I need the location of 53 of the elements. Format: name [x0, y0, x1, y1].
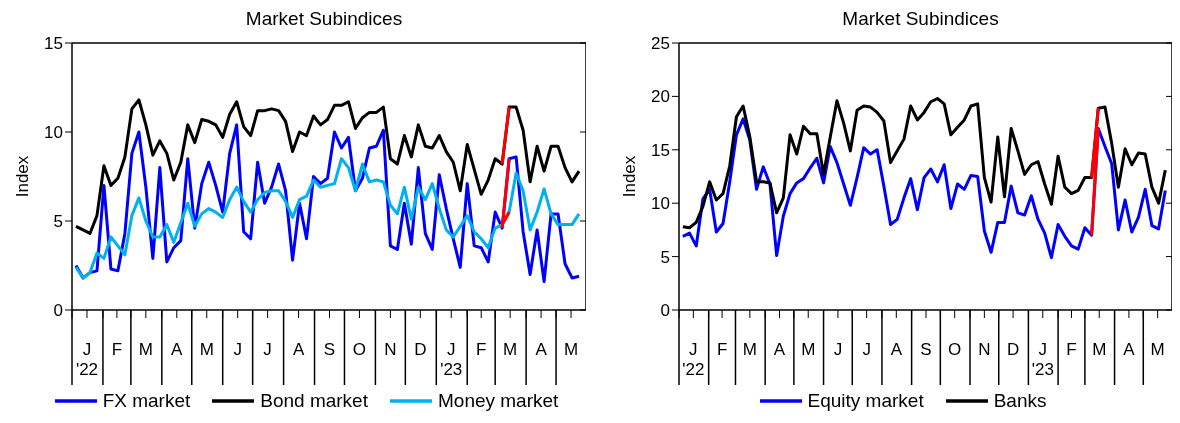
x-tick-label: J: [233, 340, 242, 359]
x-tick-label: N: [384, 340, 397, 359]
y-axis-title: Index: [620, 155, 640, 198]
x-tick-label: J '22: [682, 340, 705, 379]
x-tick-label: S: [920, 340, 932, 359]
x-tick-label: N: [978, 340, 991, 359]
x-tick-label: M: [563, 340, 579, 359]
y-tick-label: 10: [44, 123, 63, 143]
y-tick-label: 5: [53, 212, 63, 232]
y-tick-label: 10: [651, 194, 670, 214]
x-tick-label: A: [773, 340, 786, 359]
legend-label: Money market: [437, 390, 559, 412]
x-tick-label: M: [1150, 340, 1165, 359]
x-tick-label: A: [171, 340, 184, 359]
y-tick-label: 25: [651, 34, 670, 54]
chart-title: Market Subindices: [841, 8, 1000, 31]
x-tick-label: M: [503, 340, 518, 359]
x-tick-label: M: [199, 340, 214, 359]
x-tick-label: J '22: [75, 340, 99, 379]
x-tick-label: M: [1092, 340, 1107, 359]
x-tick-label: M: [801, 340, 816, 359]
x-tick-label: A: [890, 340, 903, 359]
x-tick-label: F: [111, 340, 123, 359]
x-tick-label: S: [323, 340, 336, 359]
x-tick-label: D: [1006, 340, 1020, 359]
y-tick-label: 5: [660, 247, 670, 267]
x-tick-label: M: [742, 340, 757, 359]
x-tick-label: F: [716, 340, 728, 359]
x-tick-label: A: [535, 340, 548, 359]
x-tick-label: J: [263, 340, 272, 359]
x-tick-label: J '23: [1031, 340, 1054, 379]
y-tick-label: 20: [651, 87, 670, 107]
x-tick-label: J: [862, 340, 871, 359]
x-tick-label: F: [1066, 340, 1077, 359]
y-tick-label: 0: [53, 301, 63, 321]
x-tick-label: O: [352, 340, 367, 359]
x-tick-label: J: [833, 340, 843, 359]
y-axis-title: Index: [13, 155, 33, 198]
legend-label: Bond market: [260, 390, 368, 412]
x-tick-label: A: [1123, 340, 1136, 359]
legend-label: Equity market: [807, 390, 924, 412]
y-tick-label: 0: [660, 301, 670, 321]
x-tick-label: A: [292, 340, 305, 359]
x-tick-label: M: [138, 340, 153, 359]
x-tick-label: J '23: [440, 340, 463, 379]
x-tick-label: O: [948, 340, 962, 359]
y-tick-label: 15: [44, 34, 63, 54]
chart-title: Market Subindices: [244, 8, 404, 31]
legend-label: Banks: [993, 390, 1047, 412]
legend-label: FX market: [102, 390, 191, 412]
y-tick-label: 15: [651, 140, 670, 160]
x-tick-label: D: [414, 340, 427, 359]
x-tick-label: F: [476, 340, 487, 359]
